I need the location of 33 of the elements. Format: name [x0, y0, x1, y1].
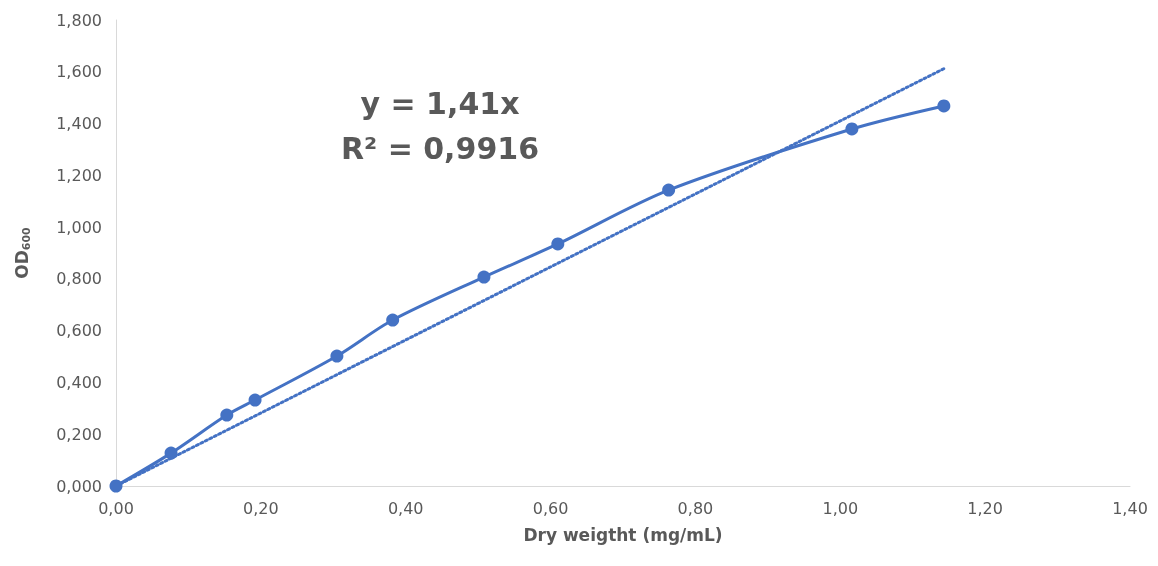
y-tick-label: 1,600	[56, 62, 102, 82]
x-tick-label: 1,20	[967, 498, 1003, 518]
x-axis-title: Dry weigtht (mg/mL)	[523, 524, 723, 545]
x-tick-label: 0,60	[532, 498, 569, 518]
y-tick-label: 0,400	[56, 372, 102, 392]
y-tick-label: 0,200	[56, 424, 102, 444]
x-tick-label: 1,40	[1112, 498, 1148, 518]
point	[248, 393, 262, 407]
y-tick-label: 0,000	[56, 476, 102, 496]
x-tick-label: 1,00	[822, 498, 859, 518]
x-tick-label: 0,00	[98, 498, 134, 518]
point	[164, 446, 178, 460]
y-tick-label: 1,400	[56, 114, 102, 134]
y-tick-label: 1,800	[56, 10, 102, 30]
point	[109, 479, 123, 493]
x-tick-label: 0,80	[677, 498, 714, 518]
point	[845, 122, 859, 136]
point	[662, 183, 676, 197]
point	[551, 237, 565, 251]
point	[220, 408, 234, 422]
y-axis-title: OD600	[11, 226, 33, 279]
y-tick-label: 1,200	[56, 165, 102, 185]
point	[937, 99, 951, 113]
annotation: y = 1,41x	[360, 85, 520, 121]
annotation: R² = 0,9916	[340, 130, 540, 166]
point	[330, 349, 344, 363]
x-tick-label: 0,40	[387, 498, 424, 518]
y-tick-label: 0,600	[56, 321, 102, 341]
point	[477, 270, 491, 284]
x-tick-label: 0,20	[243, 498, 279, 518]
y-tick-label: 0,800	[56, 269, 102, 289]
point	[386, 313, 400, 327]
y-tick-label: 1,000	[56, 217, 102, 237]
